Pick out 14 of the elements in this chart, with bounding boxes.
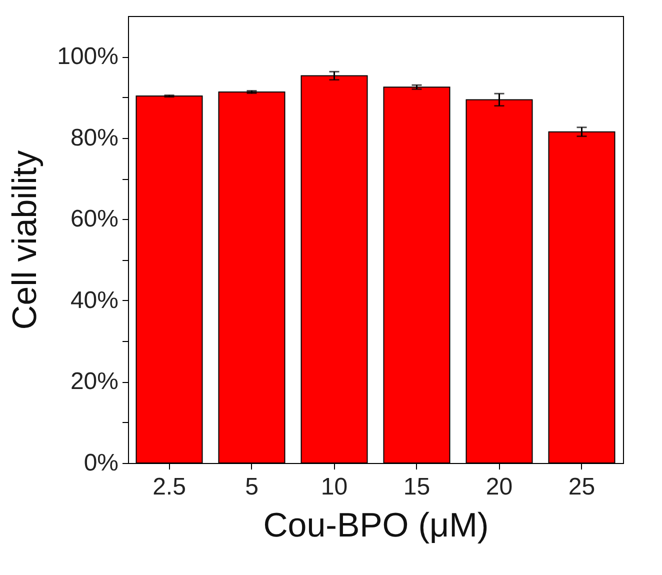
x-tick-label: 20: [486, 474, 513, 500]
y-tick-label: 20%: [70, 368, 118, 396]
y-tick-label: 0%: [84, 450, 118, 476]
y-axis-title: Cell viability: [6, 150, 44, 330]
y-tick-label: 60%: [70, 206, 118, 233]
x-tick-label: 2.5: [152, 474, 186, 500]
y-tick-label: 100%: [57, 43, 118, 70]
x-tick-label: 5: [245, 474, 258, 500]
x-tick-label: 25: [568, 474, 596, 500]
x-tick-label: 10: [320, 474, 348, 500]
x-axis-title: Cou-BPO (μM): [263, 506, 489, 544]
y-tick-label: 40%: [70, 286, 118, 314]
y-tick-label: 80%: [70, 124, 118, 152]
x-tick-label: 15: [403, 474, 430, 500]
